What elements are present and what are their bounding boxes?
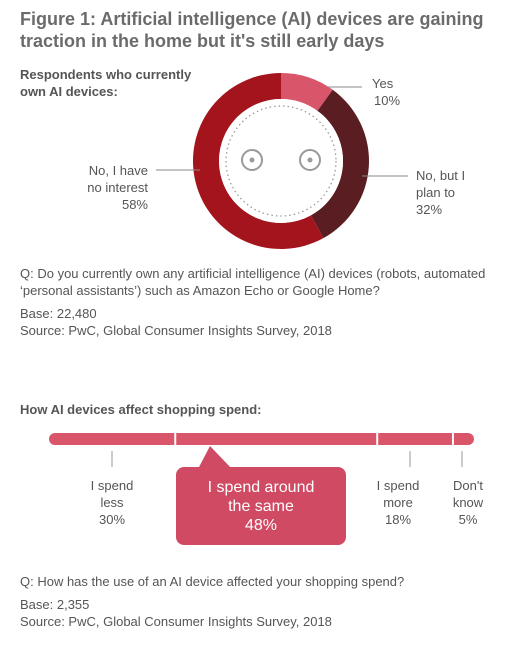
- source-1: Source: PwC, Global Consumer Insights Su…: [20, 323, 332, 338]
- bar-segment-same: [175, 433, 377, 445]
- bar-callout-same: I spend around the same 48%: [176, 467, 346, 545]
- bar-label-less-2: less: [100, 495, 124, 510]
- bar-label-more: I spend more 18%: [366, 477, 430, 528]
- bar-label-same-1: I spend around: [207, 478, 315, 496]
- label-yes-name: Yes: [372, 76, 394, 91]
- label-plan-name-1: No, but I: [416, 168, 466, 183]
- label-plan-name-2: plan to: [416, 185, 456, 200]
- label-nointerest-name-1: No, I have: [88, 163, 148, 178]
- bar-segment-less: [49, 433, 175, 445]
- device-eye-right-icon: [299, 149, 321, 171]
- figure-title: Figure 1: Artificial intelligence (AI) d…: [20, 9, 484, 51]
- device-eye-left-icon: [241, 149, 263, 171]
- bar-label-dk-1: Don't: [453, 478, 483, 493]
- bar-label-less: I spend less 30%: [72, 477, 152, 528]
- base-1: Base: 22,480: [20, 306, 97, 321]
- label-yes-value: 10%: [374, 93, 401, 108]
- bar-label-same-2: the same: [228, 497, 294, 515]
- question-1: Q: Do you currently own any artificial i…: [20, 266, 486, 298]
- bar-chart-title: How AI devices affect shopping spend:: [20, 402, 262, 417]
- label-plan-value: 32%: [416, 202, 443, 217]
- bar-label-dk: Don't know 5%: [440, 477, 496, 528]
- bar-segment-more: [377, 433, 453, 445]
- question-2: Q: How has the use of an AI device affec…: [20, 574, 405, 589]
- bar-label-dk-value: 5%: [458, 512, 478, 527]
- donut-slice-nointerest: [192, 72, 324, 249]
- bar-label-more-1: I spend: [376, 478, 420, 493]
- bar-label-less-1: I spend: [90, 478, 134, 493]
- bar-track: [49, 433, 474, 445]
- bar-segment-dk: [453, 433, 474, 445]
- donut-slice-yes: [281, 73, 333, 111]
- bar-label-more-value: 18%: [384, 512, 412, 527]
- bar-label-less-value: 30%: [98, 512, 126, 527]
- label-yes: Yes 10%: [372, 75, 400, 109]
- bar-label-more-2: more: [383, 495, 413, 510]
- label-nointerest-name-2: no interest: [87, 180, 148, 195]
- bar-label-same-value: 48%: [244, 516, 278, 534]
- donut-chart-title: Respondents who currently own AI devices…: [20, 67, 192, 99]
- base-2: Base: 2,355: [20, 597, 90, 612]
- donut-slice-plan: [310, 89, 369, 239]
- bar-label-dk-2: know: [452, 495, 484, 510]
- label-nointerest: No, I have no interest 58%: [70, 162, 148, 213]
- label-nointerest-value: 58%: [121, 197, 148, 212]
- source-2: Source: PwC, Global Consumer Insights Su…: [20, 614, 332, 629]
- callout-pointer: [198, 446, 232, 469]
- label-plan: No, but I plan to 32%: [416, 167, 465, 218]
